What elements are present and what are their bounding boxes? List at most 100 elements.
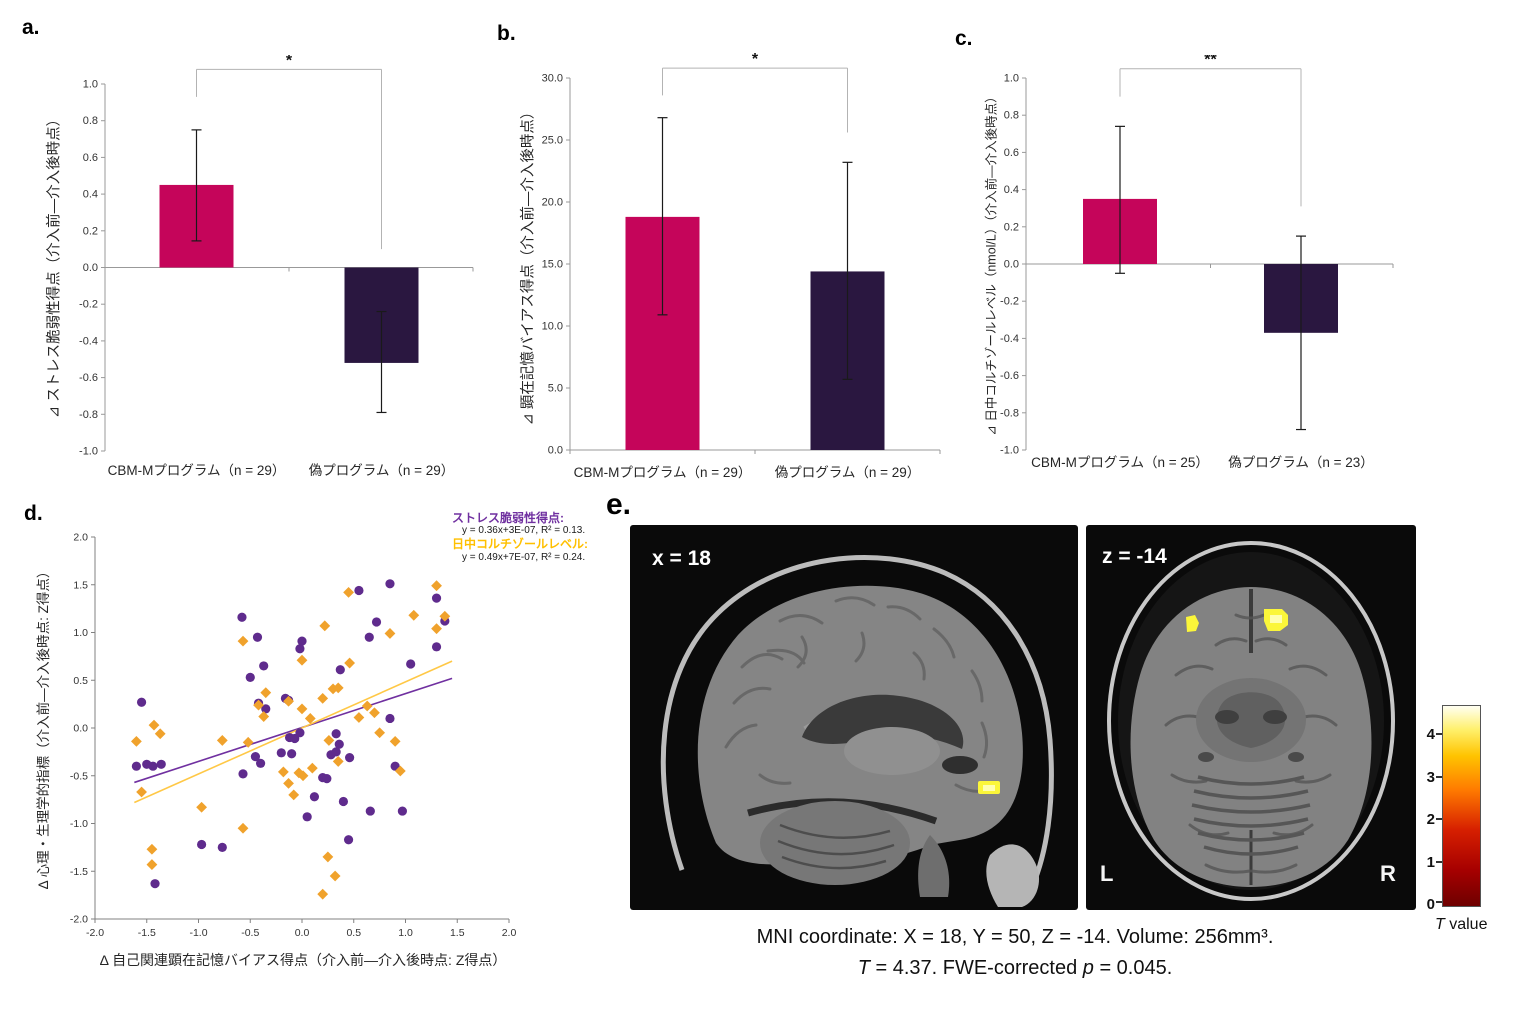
- y-tick-label: 25.0: [542, 135, 563, 147]
- midbrain: [1216, 692, 1286, 748]
- y-tick-label: 2.0: [73, 532, 88, 544]
- data-point-circle: [385, 579, 395, 589]
- y-tick-label: -0.2: [1000, 296, 1019, 308]
- y-tick-label: 1.0: [83, 79, 98, 91]
- data-point-circle: [197, 839, 207, 850]
- x-tick-label: -1.0: [189, 927, 207, 939]
- data-point-circle: [252, 632, 263, 642]
- colorbar-tickmark: [1436, 818, 1442, 820]
- t-symbol: T: [1435, 916, 1445, 933]
- data-point-circle: [385, 713, 395, 724]
- colorbar-tickmark: [1436, 733, 1442, 735]
- data-point-circle: [397, 806, 407, 816]
- trend-line: [134, 660, 453, 804]
- midbrain-wing-left: [1215, 710, 1239, 724]
- temporal-horn-right: [1288, 752, 1304, 762]
- colorbar-tick-3: 3: [1426, 769, 1435, 786]
- data-point-circle: [365, 806, 375, 816]
- colorbar-tickmark: [1436, 901, 1442, 903]
- y-tick-label: -1.0: [70, 818, 88, 830]
- y-tick-label: 30.0: [542, 73, 563, 85]
- colorbar-tick-0: 0: [1426, 896, 1435, 913]
- panel-c-letter: c.: [955, 27, 973, 50]
- y-tick-label: 0.4: [1004, 184, 1019, 196]
- x-tick-label: 1.5: [450, 927, 465, 939]
- data-point-diamond: [431, 580, 442, 592]
- data-point-diamond: [277, 766, 289, 778]
- data-point-diamond: [296, 703, 308, 715]
- data-point-circle: [322, 774, 332, 784]
- y-tick-label: 0.8: [1004, 110, 1019, 122]
- x-tick-label: 1.0: [398, 927, 413, 939]
- sagittal-coordinate-label: x = 18: [652, 547, 711, 570]
- data-point-diamond: [196, 801, 208, 813]
- y-tick-label: 0.0: [1004, 259, 1019, 271]
- panel-e-letter: e.: [606, 488, 632, 521]
- data-point-circle: [276, 748, 286, 758]
- data-point-diamond: [283, 777, 294, 789]
- panel-a-letter: a.: [22, 16, 40, 39]
- data-point-circle: [156, 759, 166, 769]
- data-point-circle: [295, 728, 305, 738]
- colorbar-title: T value: [1435, 916, 1487, 934]
- data-point-diamond: [237, 822, 249, 834]
- trend-line: [134, 677, 453, 784]
- y-tick-label: 10.0: [542, 321, 563, 333]
- data-point-circle: [371, 617, 382, 627]
- data-point-circle: [406, 659, 416, 669]
- data-point-circle: [250, 752, 261, 762]
- cerebellum-folds: [1191, 775, 1311, 856]
- data-point-diamond: [343, 586, 354, 598]
- data-point-circle: [287, 749, 297, 759]
- data-point-diamond: [332, 682, 344, 694]
- colorbar-tickmark: [1436, 861, 1442, 863]
- data-point-diamond: [146, 859, 158, 870]
- value-word: value: [1444, 916, 1488, 933]
- data-point-circle: [148, 761, 158, 771]
- t-value-colorbar: 4 3 2 1 0 T value: [1395, 698, 1510, 953]
- y-tick-label: -0.5: [70, 770, 88, 782]
- data-point-diamond: [306, 762, 318, 774]
- data-point-circle: [295, 644, 305, 654]
- data-point-circle: [364, 632, 374, 642]
- y-tick-label: -0.8: [79, 409, 98, 421]
- data-point-diamond: [431, 623, 442, 635]
- y-tick-label: 0.6: [83, 152, 98, 164]
- category-label: CBM-Mプログラム（n = 29）: [574, 465, 752, 480]
- skull-outline: [1107, 541, 1395, 901]
- y-tick-label: 0.5: [73, 675, 88, 687]
- data-point-circle: [238, 769, 248, 779]
- x-tick-label: -2.0: [86, 927, 104, 939]
- data-point-diamond: [242, 736, 254, 748]
- cerebellum-folds: [777, 823, 895, 870]
- category-label: CBM-Mプログラム（n = 25）: [1031, 455, 1209, 470]
- data-point-circle: [354, 585, 364, 596]
- colorbar-tick-2: 2: [1426, 811, 1435, 828]
- y-tick-label: 20.0: [542, 197, 563, 209]
- axial-coordinate-label: z = -14: [1102, 545, 1167, 568]
- data-point-diamond: [146, 843, 158, 855]
- significance-label: *: [286, 55, 293, 69]
- y-tick-label: 0.4: [83, 189, 98, 201]
- category-label: 偽プログラム（n = 23）: [1228, 455, 1374, 470]
- x-tick-label: -1.5: [138, 927, 156, 939]
- legend-series1-equation: y = 0.36x+3E-07, R² = 0.13.: [462, 525, 586, 537]
- data-point-diamond: [154, 728, 166, 740]
- y-tick-label: 1.0: [73, 627, 88, 639]
- data-point-diamond: [322, 851, 334, 863]
- data-point-circle: [335, 665, 345, 675]
- dark-region: [942, 756, 978, 774]
- data-point-circle: [302, 812, 312, 822]
- data-point-circle: [343, 835, 354, 845]
- x-tick-label: 0.5: [346, 927, 361, 939]
- y-tick-label: -1.0: [79, 446, 98, 458]
- y-tick-label: 0.6: [1004, 147, 1019, 159]
- right-hemisphere-label: R: [1380, 861, 1396, 886]
- category-label: 偽プログラム（n = 29）: [309, 463, 455, 478]
- panel-d-x-axis-label: Δ 自己関連顕在記憶バイアス得点（介入前―介入後時点: Z得点）: [99, 952, 507, 968]
- y-tick-label: 5.0: [548, 383, 563, 395]
- scatter-legend: ストレス脆弱性得点: y = 0.36x+3E-07, R² = 0.13. 日…: [452, 511, 682, 564]
- data-point-diamond: [317, 888, 329, 900]
- p-value-text: = 0.045.: [1093, 957, 1173, 979]
- data-point-diamond: [353, 712, 365, 723]
